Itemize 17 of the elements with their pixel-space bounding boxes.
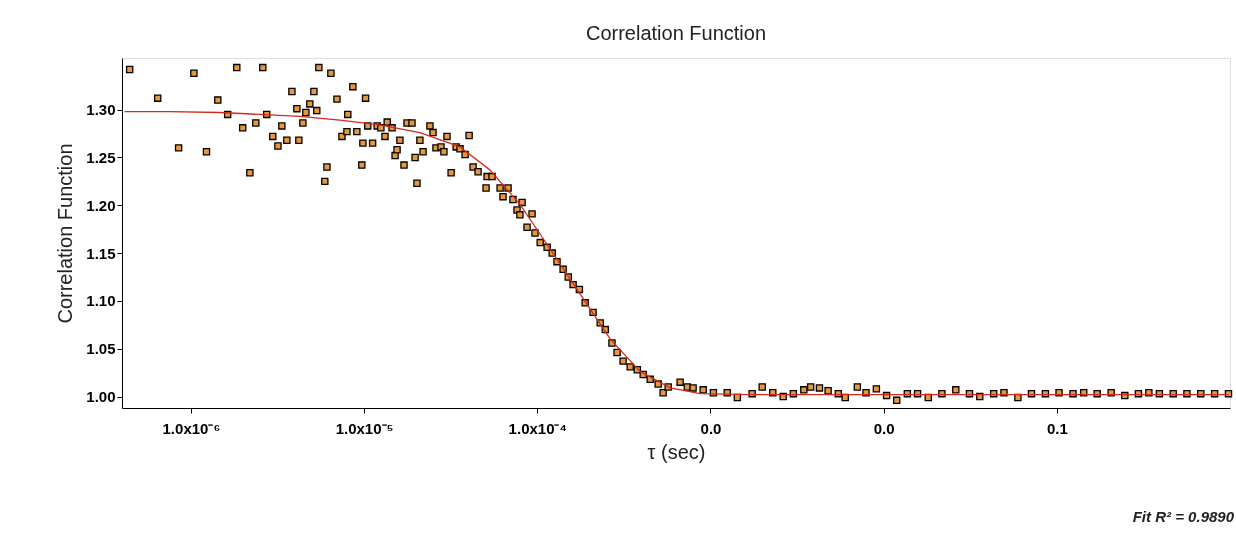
y-tick-label: 1.05	[86, 340, 116, 358]
y-tick-label: 1.25	[86, 148, 116, 166]
y-axis-title: Correlation Function	[54, 143, 77, 324]
y-tick-label: 1.15	[86, 244, 116, 262]
x-tick-label: 0.1	[1046, 419, 1068, 437]
x-tick-label: 1.0x10⁻⁴	[508, 419, 567, 437]
y-tick-label: 1.10	[86, 292, 116, 310]
x-tick-label: 1.0x10⁻⁶	[162, 419, 221, 437]
x-axis-title: τ (sec)	[647, 440, 706, 463]
y-tick-label: 1.30	[86, 101, 116, 119]
x-tick-label: 0.0	[700, 419, 722, 437]
y-tick-label: 1.00	[86, 388, 116, 406]
x-tick-label: 1.0x10⁻⁵	[335, 419, 394, 437]
x-tick-label: 0.0	[873, 419, 895, 437]
chart-title: Correlation Function	[585, 22, 767, 44]
y-tick-label: 1.20	[86, 196, 116, 214]
text: Fit R² = 0.9890	[1132, 508, 1235, 525]
